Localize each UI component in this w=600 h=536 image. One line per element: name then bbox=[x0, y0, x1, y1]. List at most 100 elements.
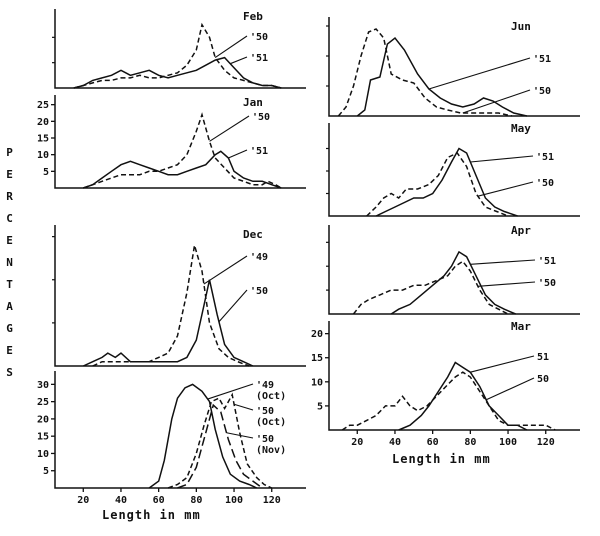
y-tick-label: 15 bbox=[37, 432, 49, 443]
series-label: 51 bbox=[537, 352, 549, 363]
series-label: '50 bbox=[250, 286, 268, 297]
chart-title-dec: Dec bbox=[243, 228, 263, 241]
series-label: '50 bbox=[536, 178, 554, 189]
label-leader-line bbox=[428, 57, 531, 90]
y-tick-label: 15 bbox=[311, 353, 323, 364]
series-label: '50 bbox=[252, 112, 270, 123]
series-label: '50 bbox=[538, 278, 556, 289]
chart-title-apr: Apr bbox=[511, 224, 531, 237]
x-tick-label: 40 bbox=[389, 437, 401, 448]
axis-lines bbox=[54, 371, 306, 489]
series-line-50Nov bbox=[177, 403, 263, 489]
chart-panel-jun: Jun '51 '50 bbox=[305, 14, 597, 118]
x-tick-label: 60 bbox=[427, 437, 439, 448]
chart-svg-jun: Jun '51 '50 bbox=[326, 17, 580, 117]
y-tick-label: 20 bbox=[37, 117, 49, 128]
y-tick-label: 25 bbox=[37, 100, 49, 111]
series-line-50Oct bbox=[167, 392, 273, 489]
label-leader-line bbox=[203, 255, 248, 285]
series-label: '51 bbox=[250, 53, 268, 64]
axis-lines bbox=[328, 123, 580, 217]
series-line-50 bbox=[352, 260, 509, 315]
series-label: '51 bbox=[538, 256, 556, 267]
series-label: (Nov) bbox=[256, 445, 286, 456]
x-tick-label: 80 bbox=[464, 437, 476, 448]
series-line-50 bbox=[82, 279, 254, 367]
series-label: '51 bbox=[533, 54, 551, 65]
chart-title-jun: Jun bbox=[511, 20, 531, 33]
y-tick-label: 10 bbox=[37, 150, 49, 161]
label-leader-line bbox=[207, 383, 254, 400]
x-tick-label: 60 bbox=[153, 495, 165, 506]
label-leader-line bbox=[233, 403, 254, 411]
x-axis-label-left: Length in mm bbox=[102, 508, 201, 522]
label-leader-line bbox=[477, 281, 536, 287]
axis-lines bbox=[328, 225, 580, 315]
series-line-51 bbox=[375, 147, 518, 217]
series-line-50 bbox=[337, 28, 512, 117]
x-tick-label: 100 bbox=[225, 495, 243, 506]
label-leader-line bbox=[470, 355, 535, 373]
axis-lines bbox=[54, 9, 306, 89]
series-line-51 bbox=[83, 150, 282, 189]
x-tick-label: 120 bbox=[263, 495, 281, 506]
label-leader-line bbox=[218, 289, 248, 323]
series-line-49 bbox=[92, 245, 250, 367]
series-line-51 bbox=[356, 36, 528, 117]
chart-svg-mar: 5 10 15 20 20 40 60 80 100 120 Mar 51 50 bbox=[311, 320, 580, 448]
series-line-51 bbox=[390, 250, 516, 315]
series-label: '50 bbox=[533, 86, 551, 97]
label-leader-line bbox=[214, 35, 248, 59]
y-tick-label: 10 bbox=[37, 449, 49, 460]
y-axis-label-percentages: PERCENTAGES bbox=[3, 146, 16, 388]
y-tick-label: 5 bbox=[43, 167, 49, 178]
label-leader-line bbox=[477, 181, 534, 197]
chart-panel-apr: Apr '51 '50 bbox=[305, 222, 597, 316]
label-leader-line bbox=[462, 89, 531, 114]
series-line-50 bbox=[366, 152, 509, 217]
y-tick-label: 25 bbox=[37, 397, 49, 408]
series-label: '51 bbox=[536, 152, 554, 163]
series-label: '50 bbox=[250, 32, 268, 43]
x-tick-label: 20 bbox=[351, 437, 363, 448]
x-tick-label: 20 bbox=[77, 495, 89, 506]
series-label: '51 bbox=[250, 146, 268, 157]
series-label: (Oct) bbox=[256, 417, 286, 428]
series-label: '50 bbox=[256, 406, 274, 417]
series-line-50 bbox=[73, 22, 282, 89]
label-leader-line bbox=[209, 115, 250, 142]
series-line-51 bbox=[73, 56, 282, 89]
chart-title-may: May bbox=[511, 122, 531, 135]
label-leader-line bbox=[470, 259, 536, 265]
axis-lines bbox=[328, 17, 580, 117]
label-leader-line bbox=[485, 377, 535, 401]
chart-panel-feb: Feb '50 '51 bbox=[25, 6, 317, 90]
y-tick-label: 15 bbox=[37, 134, 49, 145]
y-tick-label: 30 bbox=[37, 380, 49, 391]
x-tick-label: 80 bbox=[190, 495, 202, 506]
label-leader-line bbox=[226, 432, 254, 439]
chart-panel-jan: 5 10 15 20 25 Jan '50 '51 bbox=[25, 92, 317, 190]
chart-title-feb: Feb bbox=[243, 10, 263, 23]
chart-panel-dec: Dec '49 '50 bbox=[25, 222, 317, 368]
label-leader-line bbox=[230, 56, 248, 65]
y-tick-label: 20 bbox=[37, 414, 49, 425]
chart-panel-octnov: 5 10 15 20 25 30 20 40 60 80 100 120'49 (Oct) '50 (Oct… bbox=[25, 368, 317, 506]
x-axis-label-right: Length in mm bbox=[392, 452, 491, 466]
series-line-50 bbox=[83, 112, 282, 189]
series-line-50 bbox=[341, 371, 556, 431]
chart-svg-feb: Feb '50 '51 bbox=[52, 9, 306, 89]
x-tick-label: 120 bbox=[537, 437, 555, 448]
chart-svg-apr: Apr '51 '50 bbox=[326, 224, 580, 315]
x-tick-label: 40 bbox=[115, 495, 127, 506]
series-label: '49 bbox=[256, 380, 274, 391]
chart-panel-mar: 5 10 15 20 20 40 60 80 100 120 Mar 51 50 bbox=[305, 318, 597, 448]
chart-title-mar: Mar bbox=[511, 320, 531, 333]
series-label: 50 bbox=[537, 374, 549, 385]
chart-svg-may: May '51 '50 bbox=[326, 122, 580, 217]
chart-svg-jan: 5 10 15 20 25 Jan '50 '51 bbox=[37, 95, 306, 189]
y-tick-label: 5 bbox=[43, 466, 49, 477]
y-tick-label: 20 bbox=[311, 329, 323, 340]
